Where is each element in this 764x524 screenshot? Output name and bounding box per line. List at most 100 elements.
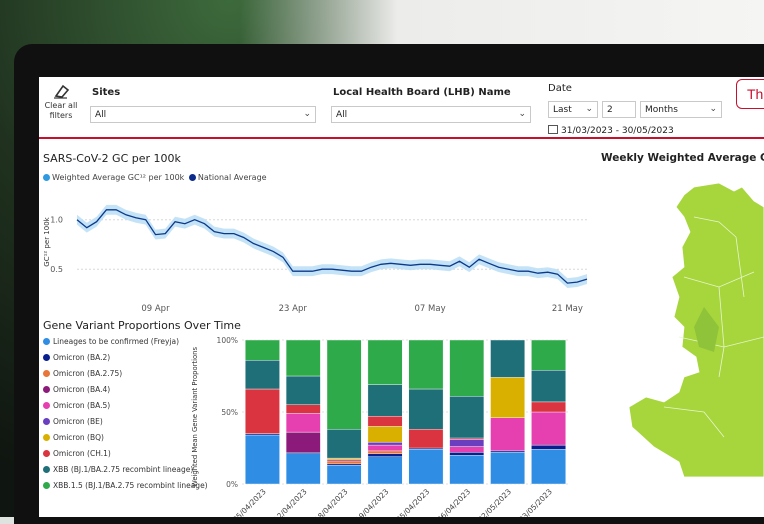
bar-segment <box>449 339 485 397</box>
x-tick-label: 09 Apr <box>141 304 170 314</box>
bar-segment <box>245 434 280 485</box>
dashboard-screen: Clear all filters Sites All ⌄ Local Heal… <box>39 77 764 517</box>
legend-dot-national <box>188 174 196 181</box>
wales-map[interactable] <box>624 177 764 477</box>
partial-button[interactable]: Th <box>736 79 764 109</box>
bar-segment <box>326 339 362 430</box>
x-tick-label: 19/04/2023 <box>354 487 391 517</box>
confidence-band <box>77 204 587 289</box>
legend-dot <box>43 386 50 393</box>
bar-segment <box>449 452 485 456</box>
partial-button-label: Th <box>747 86 764 102</box>
legend-label: Lineages to be confirmed (Freyja) <box>53 337 180 346</box>
legend-dot <box>43 466 50 473</box>
bar-segment <box>531 370 566 403</box>
legend-dot <box>43 370 50 377</box>
lhb-dropdown[interactable]: All ⌄ <box>331 106 531 123</box>
clear-filters-button[interactable]: Clear all filters <box>43 83 79 121</box>
legend-item: XBB (BJ.1/BA.2.75 recombint lineage) <box>43 465 193 481</box>
x-tick-label: 23 Apr <box>279 304 308 314</box>
bar-segment <box>285 413 321 433</box>
legend-label-weighted: Weighted Average GC¹² per 100k <box>52 173 185 182</box>
legend-item: Omicron (BQ) <box>43 433 193 449</box>
legend-item: Omicron (BA.2) <box>43 353 193 369</box>
line-chart-legend: Weighted Average GC¹² per 100k National … <box>43 173 267 182</box>
bar-segment <box>245 339 280 361</box>
sites-dropdown[interactable]: All ⌄ <box>90 106 316 123</box>
bar-segment <box>531 339 566 371</box>
x-tick-label: 18/04/2023 <box>313 487 350 517</box>
y-tick-label: 0% <box>226 480 238 489</box>
bar-segment <box>285 339 321 377</box>
x-tick-label: 12/04/2023 <box>272 487 309 517</box>
bar-segment <box>367 416 403 427</box>
bar-segment <box>449 446 485 453</box>
bar-segment <box>367 426 403 443</box>
legend-dot <box>43 450 50 457</box>
bar-segment <box>531 401 566 413</box>
date-range-text: 31/03/2023 - 30/05/2023 <box>561 126 674 136</box>
bar-segment <box>367 441 403 446</box>
bar-segment <box>449 395 485 439</box>
legend-label: Omicron (BA.4) <box>53 385 111 394</box>
x-tick-label: 07 May <box>415 304 446 314</box>
bar-segment <box>490 339 525 378</box>
date-label: Date <box>548 83 572 94</box>
lhb-label: Local Health Board (LHB) Name <box>333 87 511 98</box>
map-region-shade[interactable] <box>694 307 719 352</box>
legend-item: Omicron (BA.5) <box>43 401 193 417</box>
lhb-value: All <box>336 110 348 120</box>
x-tick-label: 05/04/2023 <box>231 487 268 517</box>
date-mode-dropdown[interactable]: Last ⌄ <box>548 101 598 118</box>
legend-item: Lineages to be confirmed (Freyja) <box>43 337 193 353</box>
y-tick-label: 50% <box>221 408 238 417</box>
y-tick-label: 100% <box>217 336 238 345</box>
x-tick-label: 02/05/2023 <box>476 487 513 517</box>
date-unit-dropdown[interactable]: Months ⌄ <box>640 101 722 118</box>
bar-segment <box>449 439 485 447</box>
legend-label: Omicron (BA.2.75) <box>53 369 123 378</box>
date-mode-value: Last <box>553 105 572 115</box>
filter-bar: Clear all filters Sites All ⌄ Local Heal… <box>39 77 764 139</box>
bar-segment <box>367 456 403 485</box>
bar-segment <box>531 449 566 485</box>
bar-segment <box>245 360 280 390</box>
bar-segment <box>367 384 403 417</box>
y-axis-label: GC¹² per 100k <box>43 216 51 266</box>
bar-segment <box>326 429 362 459</box>
x-tick-label: 21 May <box>552 304 583 314</box>
date-count-value: 2 <box>607 105 613 115</box>
x-tick-label: 26/04/2023 <box>435 487 472 517</box>
legend-label: XBB.1.5 (BJ.1/BA.2.75 recombint lineage) <box>53 481 208 490</box>
legend-dot <box>43 354 50 361</box>
date-count-input[interactable]: 2 <box>602 101 636 118</box>
bar-segment <box>408 429 444 449</box>
bar-segment <box>408 449 444 485</box>
map-title: Weekly Weighted Average GC¹² per <box>601 152 764 164</box>
legend-item: Omicron (BE) <box>43 417 193 433</box>
x-tick-label: 25/04/2023 <box>394 487 431 517</box>
chevron-down-icon: ⌄ <box>585 104 593 114</box>
chevron-down-icon: ⌄ <box>303 109 311 119</box>
bar-segment <box>367 444 403 452</box>
sites-label: Sites <box>92 87 121 98</box>
legend-dot-weighted <box>43 174 50 181</box>
calendar-icon <box>548 125 558 134</box>
date-unit-value: Months <box>645 105 678 115</box>
bar-segment <box>490 452 525 485</box>
legend-label: Omicron (CH.1) <box>53 449 111 458</box>
legend-dot <box>43 434 50 441</box>
legend-label: Omicron (BQ) <box>53 433 104 442</box>
bar-segment <box>326 460 362 465</box>
bar-segment <box>285 453 321 485</box>
bar-segment <box>285 404 321 414</box>
y-axis-label: Weighted Mean Gene Variant Proportions <box>191 347 199 487</box>
legend-label: Omicron (BA.5) <box>53 401 111 410</box>
clear-filters-label: Clear all filters <box>44 101 78 120</box>
legend-label: XBB (BJ.1/BA.2.75 recombint lineage) <box>53 465 194 474</box>
bar-chart-title: Gene Variant Proportions Over Time <box>43 319 241 332</box>
eraser-icon <box>54 84 70 99</box>
legend-item: Omicron (CH.1) <box>43 449 193 465</box>
bar-chart: 0% 50% 100% Weighted Mean Gene Variant Prop… <box>191 336 569 517</box>
